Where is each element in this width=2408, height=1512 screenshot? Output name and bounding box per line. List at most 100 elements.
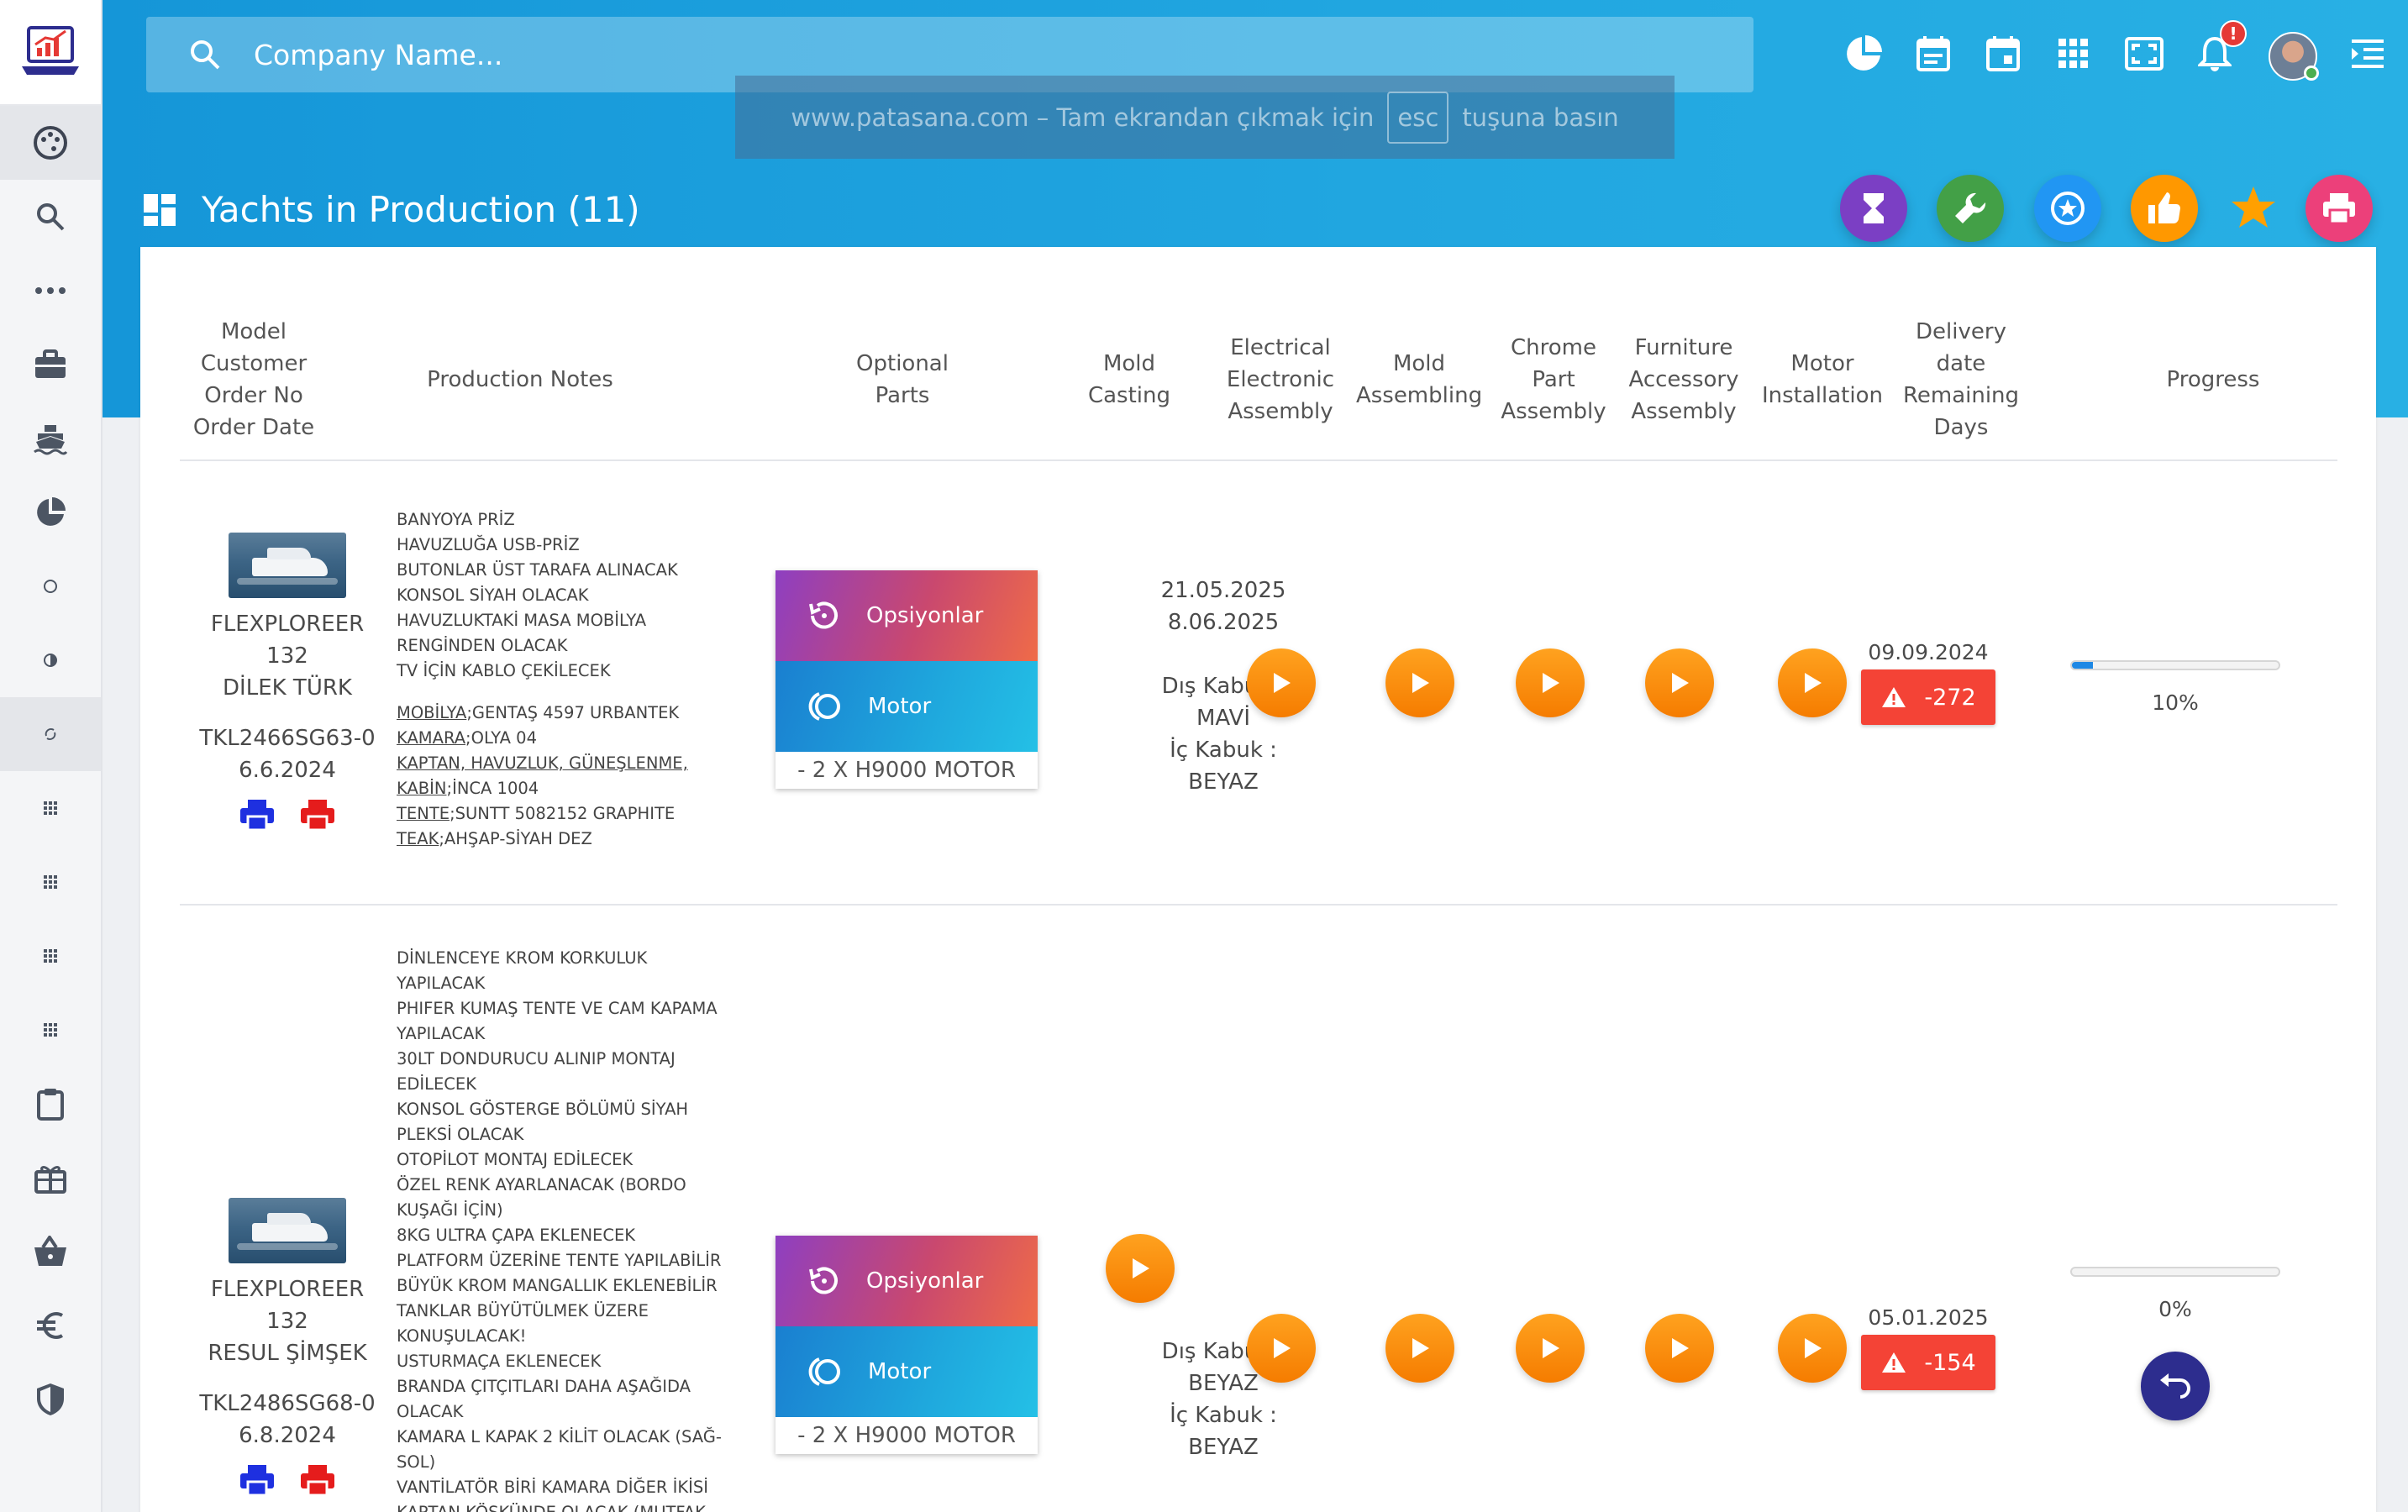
print-blue-icon[interactable] — [239, 1463, 276, 1497]
start-electrical-button[interactable] — [1247, 648, 1316, 717]
material-line: KAMARA;OLYA 04 — [397, 728, 537, 748]
play-icon — [1672, 673, 1689, 693]
note-line: YAPILACAK — [397, 974, 486, 993]
options-label: Opsiyonlar — [866, 603, 984, 628]
yacht-model: FLEXPLOREER 132 — [210, 612, 365, 669]
yacht-image[interactable] — [229, 533, 346, 598]
motor-button[interactable]: Motor — [776, 1326, 1038, 1417]
in-progress-fab[interactable] — [1937, 175, 2004, 242]
note-line: 30LT DONDURUCU ALINIP MONTAJ — [397, 1049, 676, 1068]
sidebar-item-grid-2[interactable] — [0, 845, 101, 919]
sidebar-item-circle[interactable] — [0, 549, 101, 623]
star-badge-icon — [2051, 192, 2085, 225]
sidebar-item-clipboard[interactable] — [0, 1067, 101, 1141]
col-motor: Motor Installation — [1761, 350, 1883, 408]
sidebar-item-contrast[interactable] — [0, 623, 101, 697]
start-motor-button[interactable] — [1778, 1314, 1847, 1383]
options-button[interactable]: Opsiyonlar — [776, 570, 1038, 661]
pending-fab[interactable] — [1840, 175, 1907, 242]
apps-button[interactable] — [2050, 30, 2097, 77]
table-header: Model Customer Order No Order Date Produ… — [180, 297, 2337, 461]
start-motor-button[interactable] — [1778, 648, 1847, 717]
start-chrome-button[interactable] — [1516, 648, 1585, 717]
calendar-list-button[interactable] — [1910, 30, 1957, 77]
hourglass-icon — [1864, 193, 1884, 223]
sidebar-item-more[interactable] — [0, 254, 101, 328]
fullscreen-button[interactable] — [2121, 30, 2168, 77]
note-line: TV İÇİN KABLO ÇEKİLECEK — [397, 661, 611, 680]
user-avatar[interactable] — [2269, 32, 2319, 81]
more-dots-icon — [35, 287, 66, 294]
sidebar-item-search[interactable] — [0, 180, 101, 254]
print-blue-icon[interactable] — [239, 798, 276, 832]
note-line: EDİLECEK — [397, 1074, 476, 1094]
note-line: SOL) — [397, 1452, 436, 1472]
material-line: TEAK;AHŞAP-SİYAH DEZ — [397, 829, 592, 848]
inner-shell-value: BEYAZ — [1188, 1435, 1259, 1460]
print-red-icon[interactable] — [299, 1463, 336, 1497]
toast-text-after: tuşuna basın — [1462, 102, 1619, 132]
play-icon — [1133, 1258, 1149, 1278]
sidebar-item-grid-1[interactable] — [0, 771, 101, 845]
sidebar-item-grid-4[interactable] — [0, 993, 101, 1067]
start-chrome-button[interactable] — [1516, 1314, 1585, 1383]
app-logo[interactable] — [0, 0, 101, 106]
print-fab[interactable] — [2305, 175, 2373, 242]
note-line: ÖZEL RENK AYARLANACAK (BORDO — [397, 1175, 686, 1194]
note-line: KONSOL GÖSTERGE BÖLÜMÜ SİYAH — [397, 1100, 689, 1119]
grid-icon — [44, 949, 57, 963]
featured-fab[interactable] — [2034, 175, 2101, 242]
options-button[interactable]: Opsiyonlar — [776, 1236, 1038, 1326]
inner-shell-label: İç Kabuk : — [1170, 738, 1277, 763]
remaining-days: -154 — [1924, 1349, 1976, 1376]
start-mold-assembling-button[interactable] — [1385, 648, 1454, 717]
sync-icon — [45, 727, 56, 741]
sidebar-item-basket[interactable] — [0, 1215, 101, 1289]
play-icon — [1412, 673, 1429, 693]
sidebar — [0, 0, 103, 1512]
sidebar-item-yachts[interactable] — [0, 402, 101, 475]
sidebar-item-gift[interactable] — [0, 1141, 101, 1215]
start-furniture-button[interactable] — [1645, 648, 1714, 717]
motor-button[interactable]: Motor — [776, 661, 1038, 752]
gift-icon — [34, 1166, 66, 1194]
col-mold-assembling: Mold Assembling — [1355, 350, 1483, 408]
toast-text: www.patasana.com – Tam ekrandan çıkmak i… — [791, 102, 1375, 132]
play-icon — [1274, 673, 1291, 693]
sidebar-item-euro[interactable] — [0, 1289, 101, 1362]
start-mold-casting-button[interactable] — [1106, 1234, 1175, 1303]
sidebar-item-dashboard[interactable] — [0, 106, 101, 180]
note-line: RENGİNDEN OLACAK — [397, 636, 568, 655]
notifications-button[interactable]: ! — [2191, 20, 2247, 77]
col-chrome: Chrome Part Assembly — [1501, 334, 1606, 424]
sidebar-item-security[interactable] — [0, 1362, 101, 1436]
menu-collapse-icon — [2352, 39, 2384, 68]
print-red-icon[interactable] — [299, 798, 336, 832]
undo-button[interactable] — [2141, 1352, 2210, 1420]
search-input[interactable]: Company Name... — [254, 38, 503, 71]
menu-toggle-button[interactable] — [2344, 30, 2391, 77]
start-mold-assembling-button[interactable] — [1385, 1314, 1454, 1383]
calendar-day-button[interactable] — [1980, 30, 2027, 77]
note-line: YAPILACAK — [397, 1024, 486, 1043]
search-icon — [37, 203, 65, 231]
approved-fab[interactable] — [2131, 175, 2198, 242]
shield-icon — [37, 1383, 64, 1415]
warning-icon — [1882, 687, 1906, 707]
progress-bar — [2070, 660, 2280, 670]
yacht-image[interactable] — [229, 1198, 346, 1263]
pie-chart-button[interactable] — [1840, 30, 1887, 77]
play-icon — [1543, 1338, 1559, 1358]
dashboard-icon — [144, 193, 176, 226]
sidebar-item-sync[interactable] — [0, 697, 101, 771]
sidebar-item-reports[interactable] — [0, 475, 101, 549]
sidebar-item-briefcase[interactable] — [0, 328, 101, 402]
col-progress: Progress — [2166, 366, 2260, 392]
start-electrical-button[interactable] — [1247, 1314, 1316, 1383]
favorite-fab[interactable] — [2220, 175, 2287, 242]
col-mold-casting: Mold Casting — [1087, 350, 1171, 408]
play-icon — [1274, 1338, 1291, 1358]
print-actions — [187, 1463, 388, 1497]
sidebar-item-grid-3[interactable] — [0, 919, 101, 993]
start-furniture-button[interactable] — [1645, 1314, 1714, 1383]
